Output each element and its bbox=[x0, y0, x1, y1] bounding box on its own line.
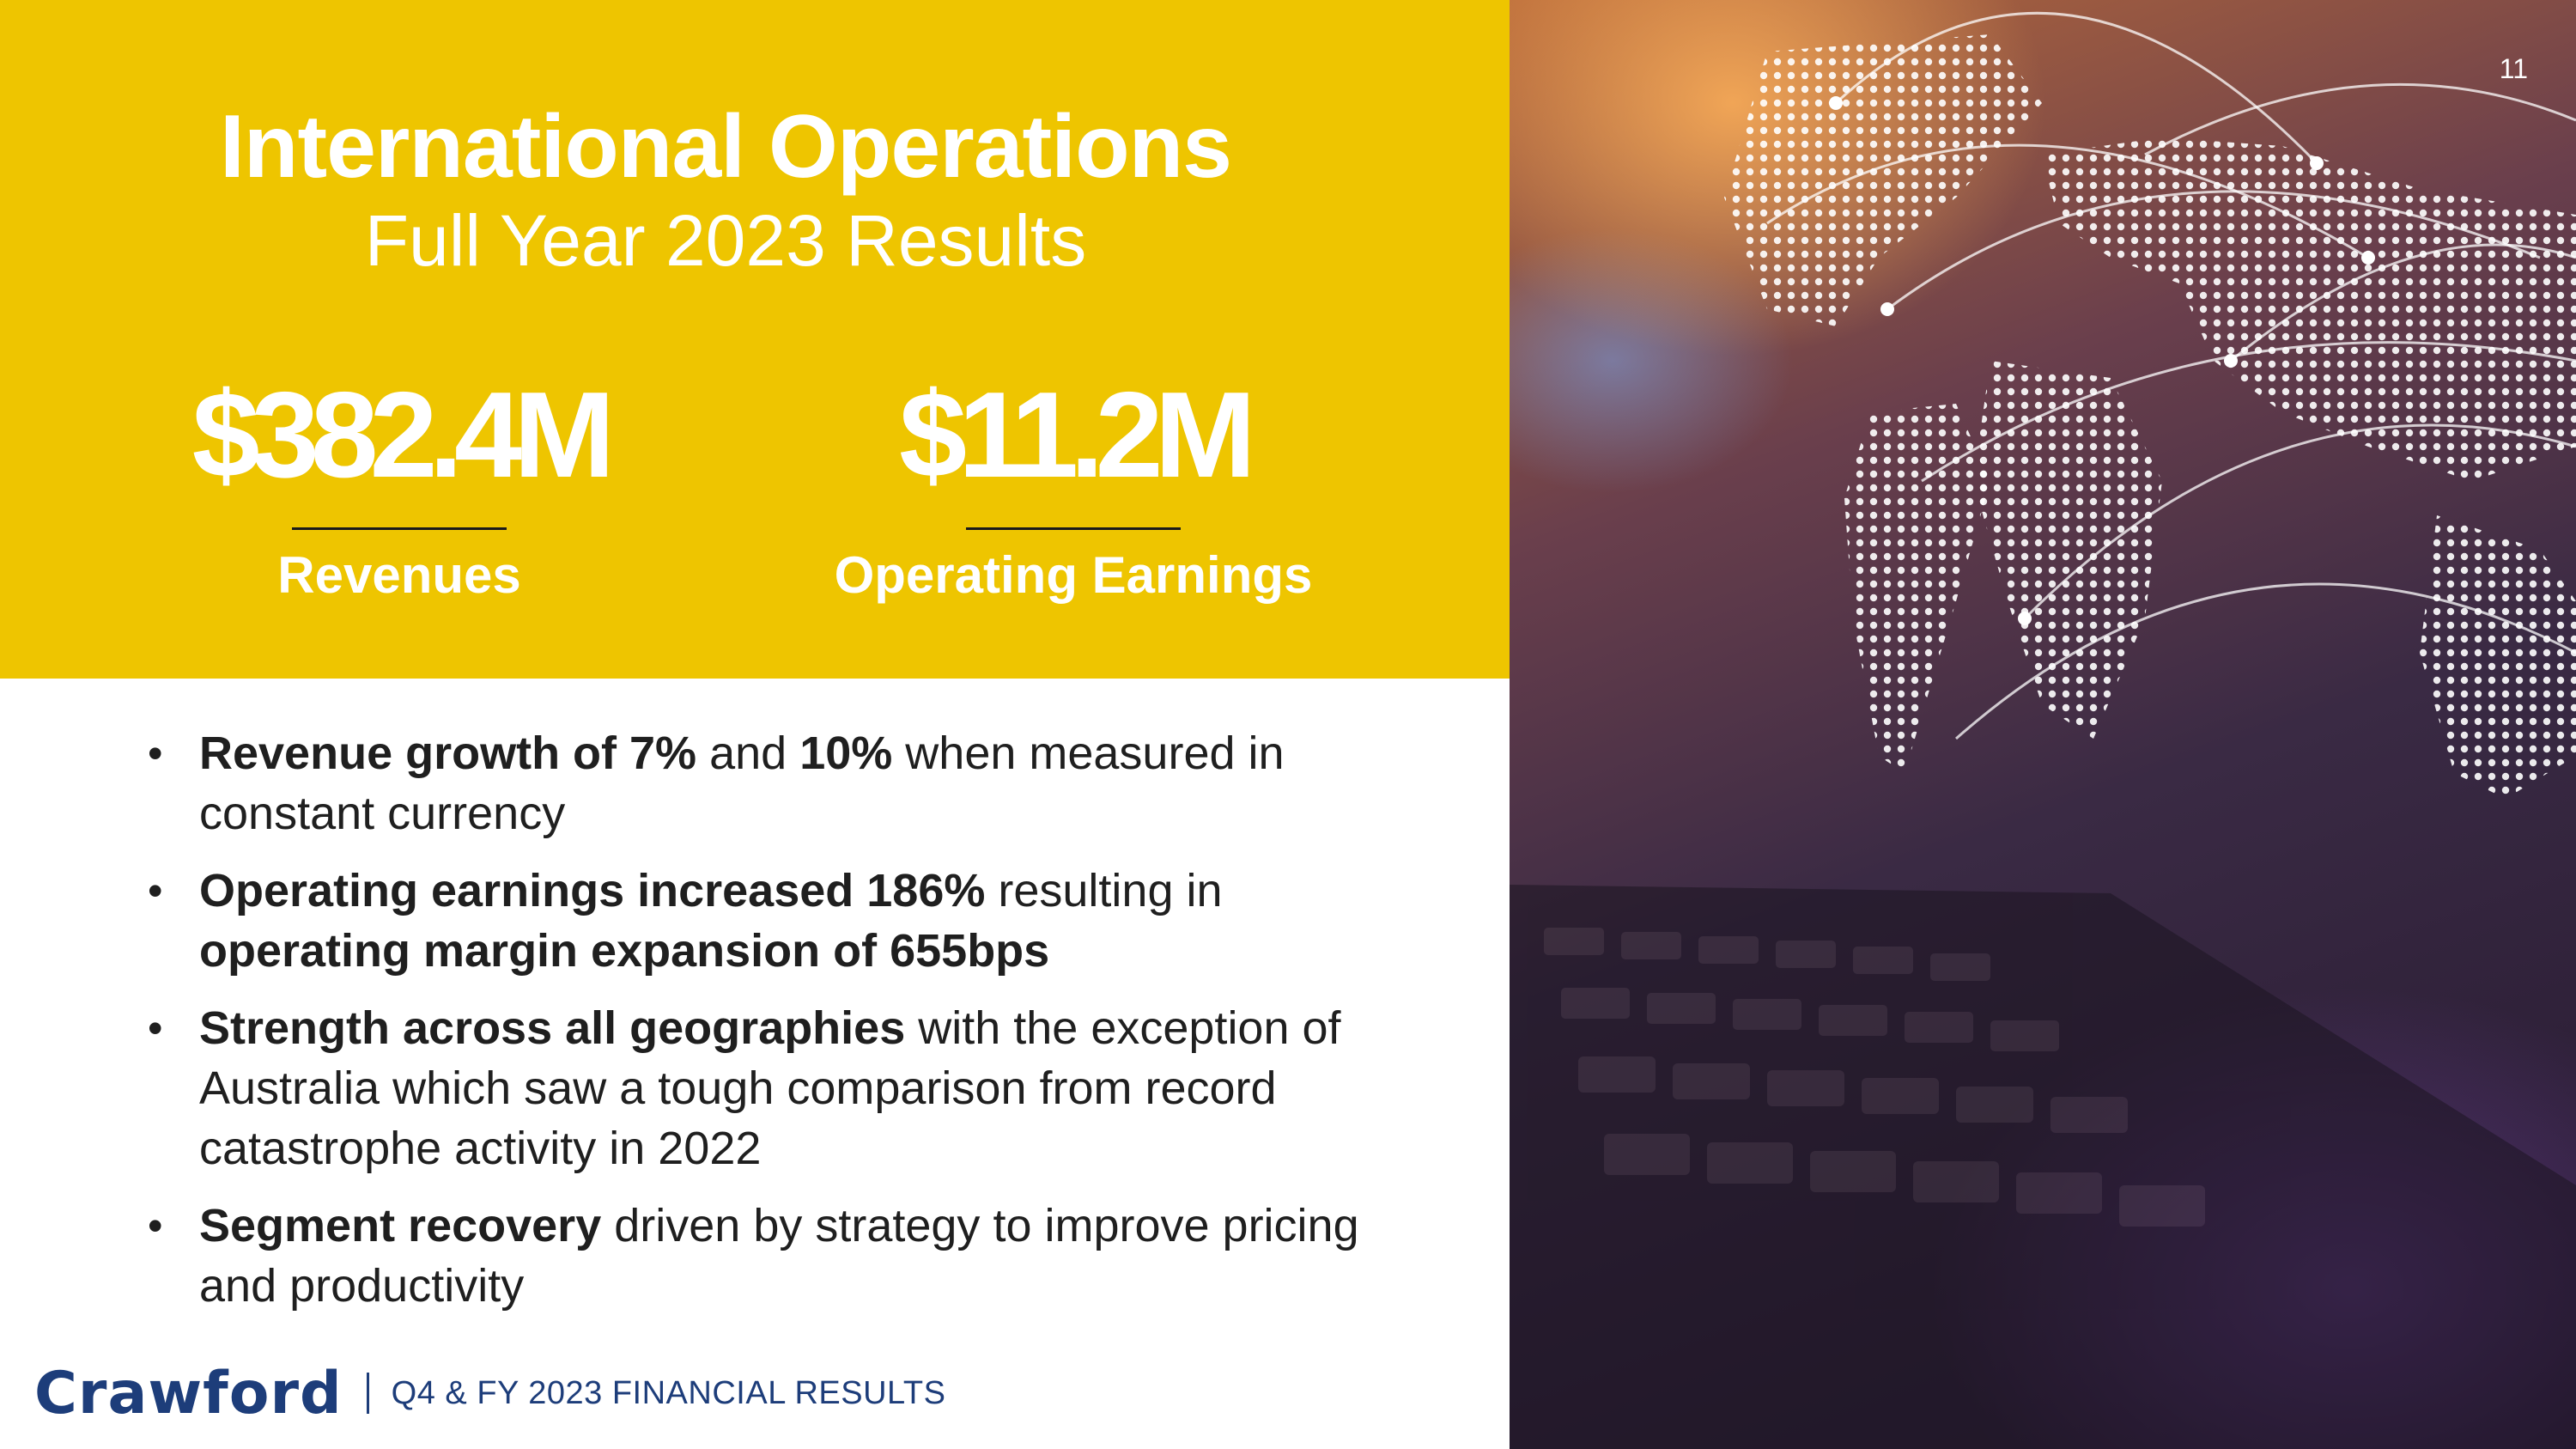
highlight-text: driven by strategy to improve pricing an… bbox=[199, 1200, 1359, 1312]
world-map-illustration bbox=[1510, 11, 2576, 1449]
bullet-dot-icon: • bbox=[148, 1004, 163, 1052]
crawford-logo: Crawford bbox=[34, 1359, 343, 1428]
metric-revenues: $382.4M Revenues bbox=[137, 374, 661, 605]
footer: Crawford Q4 & FY 2023 FINANCIAL RESULTS bbox=[34, 1359, 945, 1428]
highlight-emphasis: Segment recovery bbox=[199, 1200, 602, 1251]
highlight-item: • Revenue growth of 7% and 10% when measu… bbox=[148, 723, 1419, 843]
metric-divider bbox=[292, 527, 507, 530]
dotted-continents bbox=[1724, 34, 2576, 799]
metric-divider bbox=[966, 527, 1181, 530]
laptop-world-map-photo: 11 bbox=[1510, 0, 2576, 1449]
footer-divider bbox=[366, 1373, 369, 1414]
highlight-text: when measured in constant currency bbox=[199, 728, 1285, 839]
page-number: 11 bbox=[2499, 53, 2528, 84]
bullet-dot-icon: • bbox=[148, 867, 163, 915]
metric-operating-earnings: $11.2M Operating Earnings bbox=[799, 374, 1348, 605]
highlight-item: • Operating earnings increased 186% resul… bbox=[148, 861, 1419, 981]
page-title: International Operations bbox=[220, 97, 1232, 197]
highlight-item: • Strength across all geographies with th… bbox=[148, 998, 1419, 1178]
bullet-dot-icon: • bbox=[148, 1202, 163, 1250]
highlight-emphasis: Operating earnings increased 186% bbox=[199, 865, 986, 916]
highlight-emphasis: 10% bbox=[799, 728, 893, 779]
highlight-emphasis: operating margin expansion of 655bps bbox=[199, 925, 1050, 977]
highlight-item: • Segment recovery driven by strategy to … bbox=[148, 1196, 1419, 1316]
page-subtitle: Full Year 2023 Results bbox=[364, 200, 1087, 281]
metric-value: $382.4M bbox=[191, 367, 616, 503]
highlight-emphasis: Revenue growth of 7% bbox=[199, 728, 697, 779]
highlight-text: resulting in bbox=[985, 865, 1223, 916]
metric-label: Operating Earnings bbox=[834, 546, 1313, 604]
bullet-dot-icon: • bbox=[148, 729, 163, 777]
highlight-text: and bbox=[696, 728, 800, 779]
metric-value: $11.2M bbox=[899, 367, 1256, 503]
connection-nodes bbox=[1829, 96, 2375, 625]
highlight-emphasis: Strength across all geographies bbox=[199, 1002, 906, 1054]
keyboard-graphic bbox=[1510, 885, 2576, 1449]
metric-label: Revenues bbox=[277, 546, 521, 604]
highlight-text: with the exception of Australia which sa… bbox=[199, 1002, 1341, 1174]
footer-caption: Q4 & FY 2023 FINANCIAL RESULTS bbox=[391, 1374, 946, 1411]
highlights-list: • Revenue growth of 7% and 10% when measu… bbox=[148, 723, 1419, 1333]
header-panel: International Operations Full Year 2023 … bbox=[0, 0, 1510, 679]
